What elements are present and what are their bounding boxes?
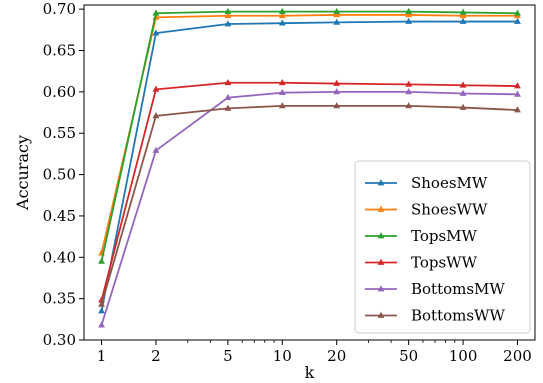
x-tick-label: 2 [151, 347, 161, 365]
data-point [152, 112, 160, 119]
legend-swatch-marker [377, 285, 385, 292]
series-4 [98, 88, 521, 328]
data-point [98, 321, 105, 328]
x-tick-label: 10 [273, 347, 292, 365]
y-tick-label: 0.55 [43, 124, 76, 142]
plot-area [98, 7, 521, 328]
data-point [459, 11, 467, 19]
x-tick-label: 100 [449, 347, 478, 365]
legend: ShoesMW ShoesWW TopsMW TopsWW BottomsMW Botto… [354, 160, 531, 334]
data-point [224, 20, 232, 27]
data-point [514, 82, 521, 89]
data-point [333, 88, 341, 95]
x-tick-label: 50 [399, 347, 418, 365]
data-point [152, 29, 160, 36]
data-point [224, 78, 232, 86]
legend-label: ShoesWW [411, 201, 488, 219]
data-point [405, 80, 413, 87]
series-line [100, 81, 518, 301]
data-point [333, 7, 341, 14]
x-tick-label: 20 [327, 347, 346, 365]
x-tick-label: 1 [97, 347, 107, 365]
y-tick-label: 0.60 [43, 83, 76, 101]
data-point [405, 17, 413, 24]
data-point [278, 7, 286, 14]
data-point [459, 8, 467, 15]
legend-swatch-marker [377, 205, 385, 212]
y-tick-label: 0.45 [43, 207, 76, 225]
data-point [278, 78, 286, 86]
y-tick-label: 0.50 [43, 166, 76, 184]
data-point [405, 102, 413, 109]
data-point [333, 102, 341, 109]
data-point [152, 9, 160, 16]
legend-entry: ShoesMW [365, 174, 488, 192]
legend-entry: BottomsWW [365, 307, 505, 325]
series-line [100, 90, 518, 326]
legend-label: BottomsMW [411, 280, 505, 298]
legend-swatch-marker [377, 179, 385, 186]
data-point [98, 307, 105, 314]
series-line [100, 10, 518, 262]
data-point [514, 90, 521, 97]
data-point [278, 102, 286, 109]
legend-entry: ShoesWW [365, 201, 488, 219]
axes-frame [83, 4, 536, 341]
data-point [459, 103, 467, 110]
y-tick-label: 0.35 [43, 290, 76, 308]
data-point [405, 11, 413, 18]
series-line [100, 14, 518, 254]
data-point [459, 89, 467, 96]
x-tick-label: 200 [503, 347, 532, 365]
data-point [459, 17, 467, 24]
data-point [152, 146, 160, 153]
data-point [278, 11, 286, 19]
y-tick-label: 0.70 [43, 0, 76, 18]
legend-label: ShoesMW [411, 174, 488, 192]
data-point [98, 257, 105, 264]
data-point [514, 106, 521, 113]
data-point [98, 300, 105, 307]
data-point [224, 93, 232, 100]
data-point [224, 7, 232, 14]
legend-swatch-marker [377, 311, 385, 318]
axes: 0.30 0.35 0.40 0.45 0.50 0.55 0.60 0.65 0.70 1 2 5 1… [43, 0, 536, 365]
y-tick-label: 0.40 [43, 248, 76, 266]
legend-swatch-marker [377, 258, 385, 265]
data-point [459, 81, 467, 88]
legend-box [354, 160, 531, 334]
series-0 [98, 17, 521, 314]
data-point [152, 85, 160, 92]
data-point [514, 9, 521, 16]
y-tick-label: 0.30 [43, 331, 76, 349]
data-point [405, 7, 413, 14]
data-point [333, 18, 341, 25]
x-axis-label: k [305, 363, 315, 382]
data-point [405, 88, 413, 95]
legend-entry: TopsMW [365, 227, 478, 245]
y-tick-label: 0.65 [43, 41, 76, 59]
series-2 [98, 7, 521, 264]
series-line [100, 20, 518, 312]
legend-swatch-marker [377, 232, 385, 239]
series-5 [98, 102, 521, 307]
data-point [514, 17, 521, 24]
legend-entry: BottomsMW [365, 280, 505, 298]
x-tick-label: 5 [223, 347, 233, 365]
data-point [278, 88, 286, 96]
series-line [100, 105, 518, 305]
data-point [278, 19, 286, 26]
data-point [333, 11, 341, 18]
legend-label: TopsWW [411, 254, 478, 272]
legend-label: BottomsWW [411, 307, 505, 325]
legend-entry: TopsWW [365, 254, 478, 272]
data-point [333, 79, 341, 86]
y-axis-label: Accuracy [13, 135, 32, 211]
legend-label: TopsMW [411, 227, 478, 245]
data-point [224, 104, 232, 111]
data-point [224, 11, 232, 19]
